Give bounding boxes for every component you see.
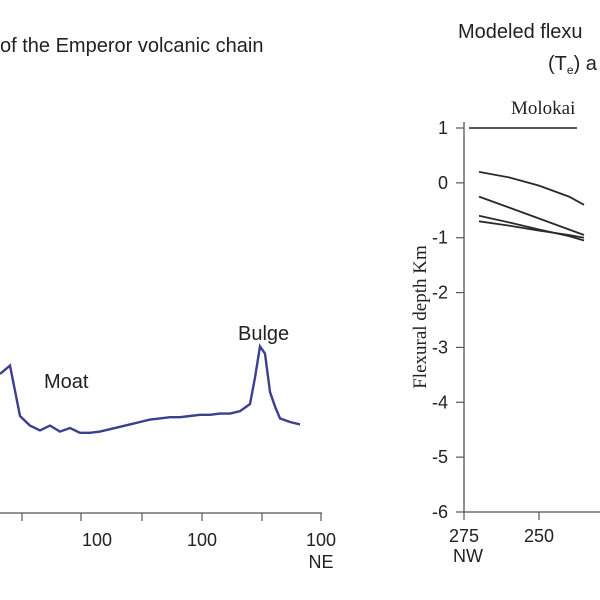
right-chart-subtitle: (Te) a <box>548 53 598 77</box>
annotation-molokai: Molokai <box>511 98 575 119</box>
right-y-tick-label: -5 <box>432 447 448 467</box>
right-y-tick-label: -1 <box>432 228 448 248</box>
right-y-axis-label: Flexural depth Km <box>410 245 431 389</box>
left-x-tick-label: 100 <box>306 530 336 550</box>
left-x-tick-label: 100 <box>82 530 112 550</box>
subtitle-subscript: e <box>567 63 574 77</box>
right-series-line-1 <box>478 171 585 206</box>
left-chart: of the Emperor volcanic chain Bulge Moat… <box>0 35 336 572</box>
right-y-tick-label: -3 <box>432 337 448 357</box>
right-series-line-4 <box>478 220 585 239</box>
right-series-group <box>478 171 585 242</box>
right-y-tick-label: 1 <box>438 118 448 138</box>
right-y-tick-label: -2 <box>432 283 448 303</box>
right-series-line-3 <box>478 214 585 242</box>
left-chart-title: of the Emperor volcanic chain <box>0 35 263 57</box>
annotation-bulge: Bulge <box>238 323 289 345</box>
left-x-tick-label: 100 <box>187 530 217 550</box>
subtitle-suffix: ) a <box>574 53 598 75</box>
left-profile-line <box>0 343 301 434</box>
right-x-tick-label: 275 <box>449 526 479 546</box>
right-y-tick-label: -4 <box>432 392 448 412</box>
subtitle-prefix: (T <box>548 53 567 75</box>
annotation-moat: Moat <box>44 371 89 393</box>
right-y-tick-label: 0 <box>438 173 448 193</box>
left-x-ticks <box>21 513 322 521</box>
right-y-ticks: 1 0 -1 -2 -3 -4 -5 -6 <box>432 118 464 522</box>
right-series-line-2 <box>478 195 585 236</box>
right-chart: Modeled flexu (Te) a Molokai 1 0 -1 -2 -3 -4 -… <box>410 21 600 566</box>
right-x-tick-label: 250 <box>524 526 554 546</box>
right-chart-title: Modeled flexu <box>458 21 583 43</box>
right-x-axis-label: NW <box>453 546 483 566</box>
right-y-tick-label: -6 <box>432 502 448 522</box>
left-x-axis-label: NE <box>308 552 333 572</box>
